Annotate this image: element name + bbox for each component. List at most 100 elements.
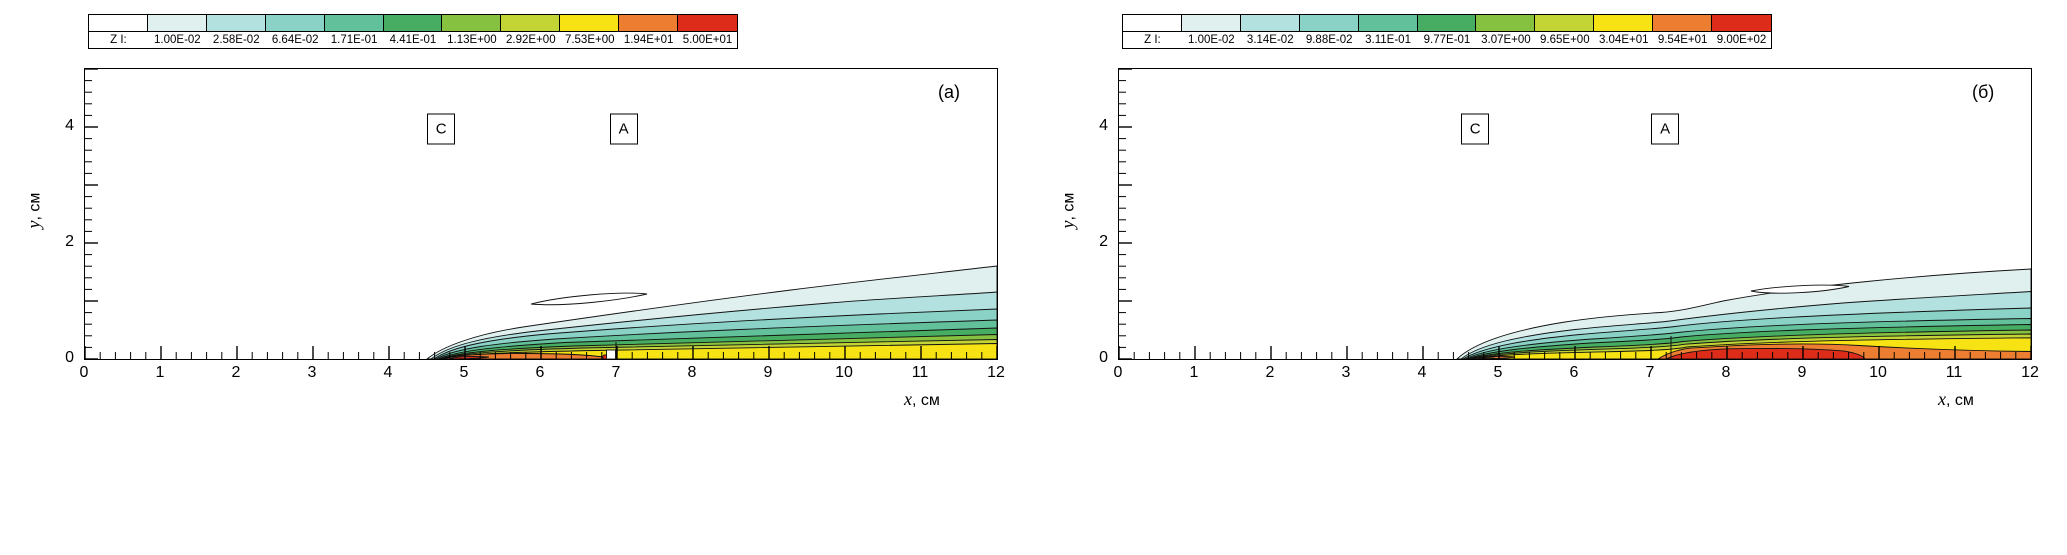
panel-letter: (б) xyxy=(1972,82,1995,102)
x-tick-label: 1 xyxy=(155,364,165,381)
y-tick-label: 2 xyxy=(65,233,74,250)
y-tick-label: 0 xyxy=(1099,349,1108,366)
y-tick-label: 2 xyxy=(1099,233,1108,250)
x-tick-label: 3 xyxy=(307,364,317,381)
legend-label: 9.65E+00 xyxy=(1540,34,1590,46)
colorbar-swatches xyxy=(1123,15,1771,32)
x-tick-label: 4 xyxy=(1417,364,1427,381)
legend-swatch xyxy=(1299,15,1359,32)
legend-label: 5.00E+01 xyxy=(682,34,733,46)
contour-island-lens xyxy=(1750,284,1850,294)
x-tick-label: 4 xyxy=(383,364,393,381)
legend-swatch xyxy=(560,15,620,32)
x-tick-label: 7 xyxy=(611,364,621,381)
legend-label: 1.00E-02 xyxy=(154,34,201,46)
legend-label: 3.14E-02 xyxy=(1246,34,1294,46)
contour-plot-a xyxy=(85,69,997,359)
legend-swatch xyxy=(206,15,266,32)
x-tick-label: 6 xyxy=(535,364,545,381)
x-tick-label: 7 xyxy=(1645,364,1655,381)
plot-area xyxy=(1118,68,2032,360)
colorbar-labels: Z I: 1.00E-02 2.58E-02 6.64E-02 1.71E-01 4.41… xyxy=(89,32,737,48)
contour-panel-a: Z I: 1.00E-02 2.58E-02 6.64E-02 1.71E-01 4.41… xyxy=(0,0,1033,555)
legend-label: Z I: xyxy=(1144,34,1161,46)
colorbar-legend: Z I: 1.00E-02 3.14E-02 9.88E-02 3.11E-01 9.77… xyxy=(1122,14,1772,49)
legend-label: 2.92E+00 xyxy=(506,34,556,46)
x-tick-label: 1 xyxy=(1189,364,1199,381)
colorbar-labels: Z I: 1.00E-02 3.14E-02 9.88E-02 3.11E-01 9.77… xyxy=(1123,32,1771,48)
plot-area xyxy=(84,68,998,360)
legend-swatch xyxy=(383,15,443,32)
annotation-box-a: A xyxy=(1651,113,1680,145)
legend-label: 7.53E+00 xyxy=(564,34,615,46)
x-tick-label: 11 xyxy=(1945,364,1963,381)
axis-ticks xyxy=(1119,69,2031,359)
legend-label: 3.11E-01 xyxy=(1365,34,1411,46)
x-tick-label: 11 xyxy=(911,364,929,381)
y-axis-title: y, см xyxy=(1057,192,1078,229)
legend-swatch xyxy=(265,15,325,32)
legend-swatch xyxy=(1594,15,1654,32)
y-axis-title: y, см xyxy=(23,192,44,229)
legend-swatch xyxy=(1476,15,1536,32)
legend-swatch xyxy=(89,15,148,32)
x-tick-label: 0 xyxy=(1113,364,1123,381)
legend-label: 4.41E-01 xyxy=(389,34,437,46)
legend-label: 9.88E-02 xyxy=(1305,34,1353,46)
legend-swatch xyxy=(1535,15,1595,32)
legend-swatch xyxy=(619,15,679,32)
legend-label: 9.54E+01 xyxy=(1657,34,1708,46)
contour-spot-red xyxy=(1476,357,1496,359)
legend-label: 3.04E+01 xyxy=(1598,34,1649,46)
panel-letter: (а) xyxy=(938,82,960,102)
legend-swatch xyxy=(324,15,384,32)
axis-ticks xyxy=(85,69,997,359)
colorbar-swatches xyxy=(89,15,737,32)
contour-band-10 xyxy=(448,356,490,359)
x-tick-label: 5 xyxy=(1493,364,1503,381)
x-tick-label: 2 xyxy=(231,364,241,381)
x-tick-label: 3 xyxy=(1341,364,1351,381)
legend-label: Z I: xyxy=(110,34,127,46)
legend-swatch xyxy=(442,15,502,32)
x-tick-label: 12 xyxy=(987,364,1005,381)
x-tick-label: 2 xyxy=(1265,364,1275,381)
annotation-box-a: A xyxy=(609,113,638,145)
legend-label: 1.94E+01 xyxy=(623,34,674,46)
legend-swatch xyxy=(1358,15,1418,32)
legend-swatch xyxy=(147,15,207,32)
colorbar-legend: Z I: 1.00E-02 2.58E-02 6.64E-02 1.71E-01 4.41… xyxy=(88,14,738,49)
y-tick-label: 4 xyxy=(1099,117,1108,134)
contour-plot-b xyxy=(1119,69,2031,359)
legend-swatch xyxy=(678,15,737,32)
x-axis-title: x, см xyxy=(1938,389,1974,409)
contour-panel-b: Z I: 1.00E-02 3.14E-02 9.88E-02 3.11E-01 9.77… xyxy=(1034,0,2067,555)
legend-label: 1.13E+00 xyxy=(447,34,497,46)
x-tick-label: 8 xyxy=(1721,364,1731,381)
x-tick-label: 8 xyxy=(687,364,697,381)
annotation-box-c: C xyxy=(427,113,456,145)
legend-label: 1.71E-01 xyxy=(330,34,378,46)
sample-edge-notch xyxy=(606,349,616,359)
legend-label: 3.07E+00 xyxy=(1481,34,1531,46)
x-tick-label: 9 xyxy=(1797,364,1807,381)
legend-swatch xyxy=(501,15,561,32)
legend-swatch xyxy=(1181,15,1241,32)
legend-label: 9.00E+02 xyxy=(1716,34,1767,46)
legend-label: 9.77E-01 xyxy=(1423,34,1471,46)
legend-swatch xyxy=(1417,15,1477,32)
contour-band-10 xyxy=(1665,347,1866,359)
x-tick-label: 5 xyxy=(459,364,469,381)
x-tick-label: 10 xyxy=(835,364,853,381)
contour-island-lens xyxy=(530,292,648,306)
legend-swatch xyxy=(1240,15,1300,32)
x-axis-title: x, см xyxy=(904,389,940,409)
legend-swatch xyxy=(1653,15,1713,32)
legend-swatch xyxy=(1712,15,1771,32)
legend-label: 1.00E-02 xyxy=(1188,34,1235,46)
x-tick-label: 10 xyxy=(1869,364,1887,381)
legend-label: 6.64E-02 xyxy=(271,34,319,46)
x-tick-label: 9 xyxy=(763,364,773,381)
y-tick-label: 0 xyxy=(65,349,74,366)
annotation-box-c: C xyxy=(1461,113,1490,145)
